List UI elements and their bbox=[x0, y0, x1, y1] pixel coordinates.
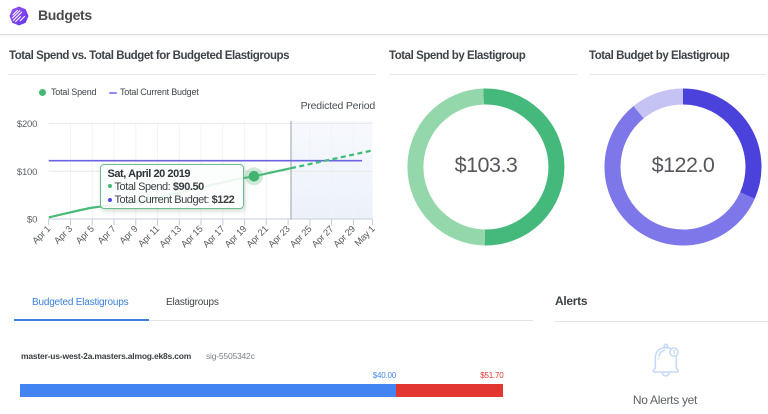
svg-text:Apr 3: Apr 3 bbox=[52, 224, 74, 246]
svg-text:May 1: May 1 bbox=[353, 224, 377, 248]
svg-text:Apr 23: Apr 23 bbox=[266, 224, 292, 250]
svg-text:Apr 1: Apr 1 bbox=[30, 224, 52, 246]
svg-text:Apr 11: Apr 11 bbox=[136, 224, 161, 249]
svg-text:$0: $0 bbox=[27, 215, 37, 226]
svg-text:Apr 25: Apr 25 bbox=[288, 224, 314, 250]
svg-text:Apr 7: Apr 7 bbox=[96, 224, 118, 246]
svg-text:Apr 13: Apr 13 bbox=[157, 224, 183, 250]
svg-text:Apr 21: Apr 21 bbox=[244, 224, 270, 250]
svg-text:Apr 29: Apr 29 bbox=[332, 224, 358, 250]
svg-text:$100: $100 bbox=[17, 167, 37, 178]
svg-text:Apr 19: Apr 19 bbox=[223, 224, 249, 250]
svg-text:Apr 5: Apr 5 bbox=[74, 224, 96, 246]
svg-text:$200: $200 bbox=[17, 119, 37, 130]
svg-text:Apr 27: Apr 27 bbox=[310, 224, 336, 250]
svg-text:Apr 15: Apr 15 bbox=[179, 224, 205, 250]
svg-text:Apr 17: Apr 17 bbox=[201, 224, 227, 250]
